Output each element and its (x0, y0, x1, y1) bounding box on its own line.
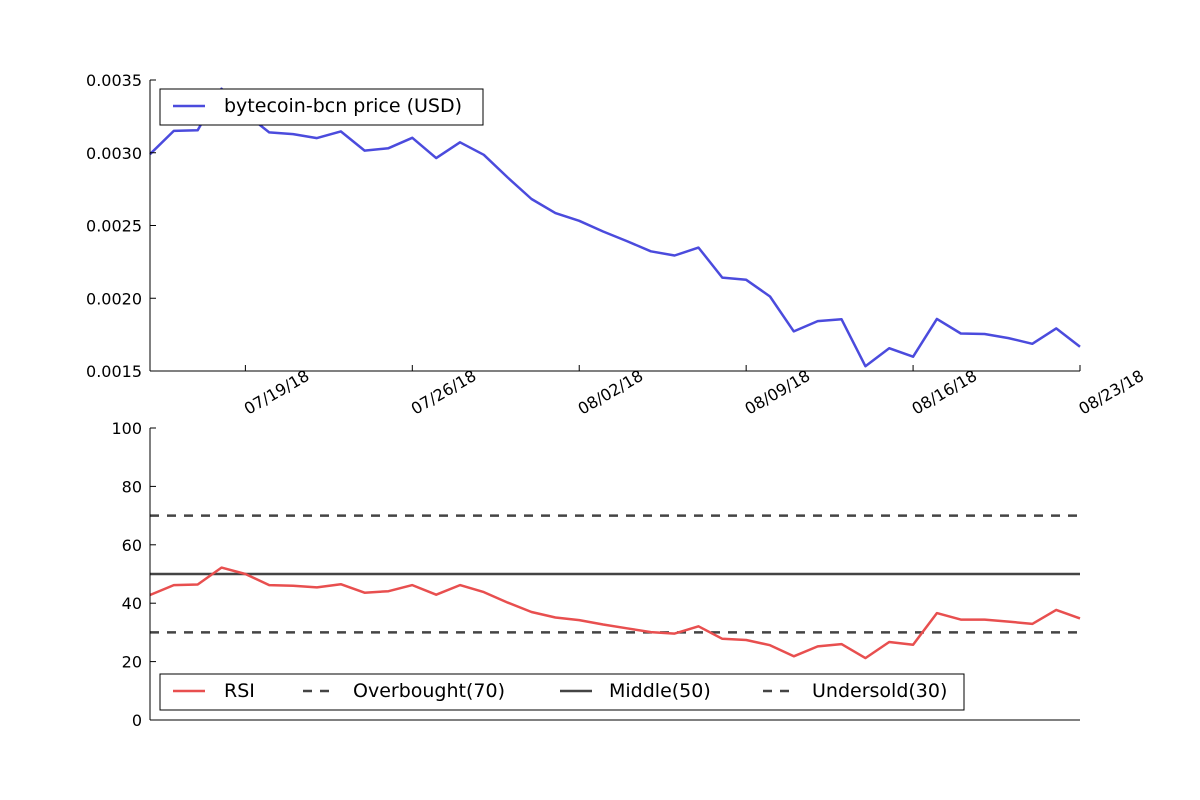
price-x-tick-label: 08/02/18 (575, 366, 647, 418)
price-y-tick-label: 0.0030 (86, 144, 142, 163)
price-x-tick-label: 08/16/18 (908, 366, 980, 418)
price-x-tick-label: 08/23/18 (1075, 366, 1147, 418)
price-x-tick-label: 08/09/18 (742, 366, 814, 418)
price-legend: bytecoin-bcn price (USD) (159, 88, 484, 126)
price-y-tick-label: 0.0025 (86, 217, 142, 236)
price-y-tick-label: 0.0035 (86, 71, 142, 90)
rsi-legend-label-middle: Middle(50) (609, 680, 711, 702)
price-series-line (149, 87, 1081, 368)
rsi-y-tick-label: 80 (122, 477, 142, 496)
rsi-y-tick-label: 100 (111, 419, 142, 438)
price-x-tick-label: 07/19/18 (241, 366, 313, 418)
rsi-legend-label-undersold: Undersold(30) (812, 680, 947, 702)
price-legend-label: bytecoin-bcn price (USD) (224, 95, 462, 117)
rsi-y-tick-label: 60 (122, 536, 142, 555)
rsi-legend: RSI Overbought(70) Middle(50) Undersold(… (159, 673, 965, 711)
rsi-chart: 0 20 40 60 80 100 RSI Overbought(70) Middle(5… (111, 419, 1081, 730)
rsi-legend-label-overbought: Overbought(70) (353, 680, 505, 702)
rsi-y-tick-label: 20 (122, 653, 142, 672)
price-chart: 0.0015 0.0020 0.0025 0.0030 0.0035 07/19/18 0… (86, 71, 1147, 418)
rsi-y-tick-label: 40 (122, 594, 142, 613)
rsi-y-tick-label: 0 (132, 711, 142, 730)
price-x-tick-label: 07/26/18 (408, 366, 480, 418)
rsi-legend-label-rsi: RSI (224, 680, 255, 702)
price-y-tick-label: 0.0015 (86, 362, 142, 381)
price-y-tick-label: 0.0020 (86, 289, 142, 308)
rsi-series-line (149, 566, 1081, 660)
